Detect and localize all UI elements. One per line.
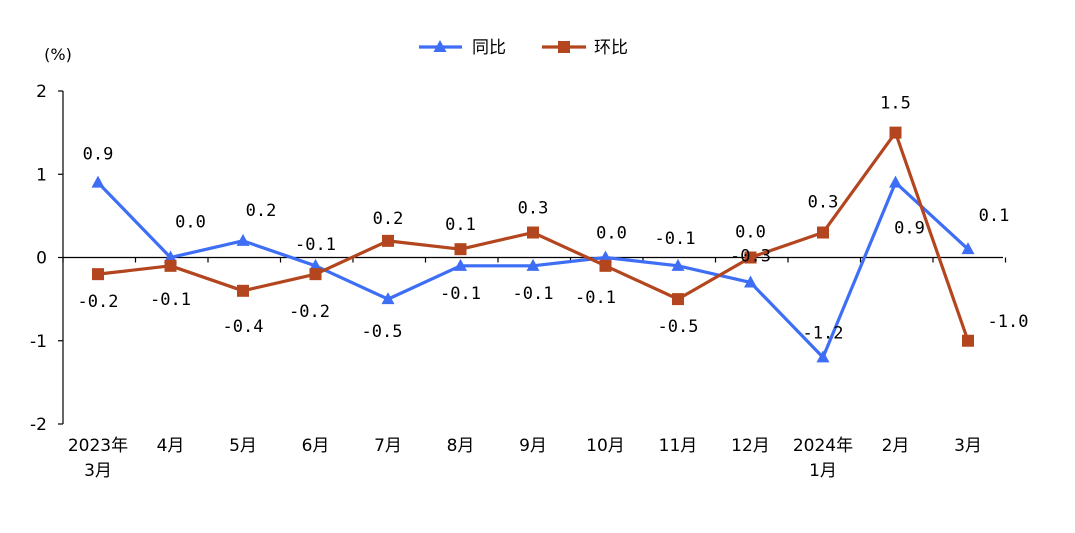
y-axis-unit-label: (%) [44,45,72,64]
data-point-marker [454,243,467,256]
data-label: -0.1 [150,290,191,310]
x-tick-label: 11月 [659,436,698,456]
data-label: -0.1 [440,284,481,304]
data-label: -0.4 [223,317,264,337]
data-point-marker [889,126,902,139]
legend-triangle-marker [433,40,447,52]
legend-square-marker [558,41,570,53]
x-tick-label: 3月 [954,436,982,456]
data-point-marker [526,258,540,271]
data-label: -0.3 [730,246,771,266]
data-label: -0.1 [575,288,616,308]
data-label: 0.3 [808,193,839,213]
data-point-marker [744,251,757,264]
data-label: -1.2 [803,323,844,343]
x-tick-label: 10月 [586,436,625,456]
y-tick-label: 0 [36,249,47,269]
y-tick-label: 2 [36,82,47,102]
data-point-marker [237,284,249,297]
x-tick-label: 6月 [302,436,330,456]
data-label: 0.9 [894,219,925,239]
data-label: 1.5 [880,94,911,114]
data-label: -0.5 [362,322,403,342]
data-point-marker [962,334,974,347]
data-point-marker [599,259,612,272]
data-point-marker [454,258,467,271]
data-label: 0.0 [735,223,766,243]
data-point-marker [527,226,539,239]
data-label: 0.1 [445,215,476,235]
x-tick-label: 5月 [229,436,257,456]
data-label: 0.0 [596,224,627,244]
data-point-marker [599,250,612,263]
data-label: -0.5 [658,317,699,337]
x-tick-label: 3月 [84,461,112,481]
x-tick-label: 7月 [374,436,402,456]
data-point-marker [671,258,685,271]
data-point-marker [961,242,975,255]
data-point-marker [91,175,105,188]
data-label: -0.1 [655,229,696,249]
data-label: -0.2 [289,302,330,322]
data-point-marker [817,226,829,239]
data-label: 0.2 [373,209,404,229]
data-label: 0.3 [518,199,549,219]
data-point-marker [382,234,394,247]
data-point-marker [164,250,177,263]
y-tick-label: -2 [30,415,47,435]
x-tick-label: 2024年 [793,436,853,456]
y-tick-label: 1 [36,165,47,185]
data-point-marker [889,175,902,188]
data-point-marker [816,350,830,363]
x-tick-label: 8月 [447,436,475,456]
data-point-marker [309,258,322,271]
data-point-marker [164,259,177,272]
data-point-marker [381,292,395,305]
x-tick-label: 4月 [157,436,185,456]
y-tick-label: -1 [30,332,47,352]
data-point-marker [309,268,322,281]
x-tick-label: 2月 [882,436,910,456]
data-point-marker [92,268,104,281]
data-point-marker [672,293,684,306]
x-tick-label: 1月 [809,461,837,481]
data-point-marker [744,275,757,288]
data-label: 0.2 [246,201,277,221]
data-label: -0.1 [513,284,554,304]
data-label: -1.0 [988,312,1029,332]
data-label: 0.0 [175,213,206,233]
x-tick-label: 2023年 [68,436,128,456]
legend-label: 同比 [472,38,506,58]
legend-label: 环比 [594,38,628,58]
data-label: -0.1 [295,235,336,255]
data-label: -0.2 [78,292,119,312]
x-tick-label: 12月 [731,436,770,456]
x-tick-label: 9月 [519,436,547,456]
data-point-marker [236,233,250,246]
data-label: 0.9 [83,145,114,165]
data-label: 0.1 [979,206,1010,226]
